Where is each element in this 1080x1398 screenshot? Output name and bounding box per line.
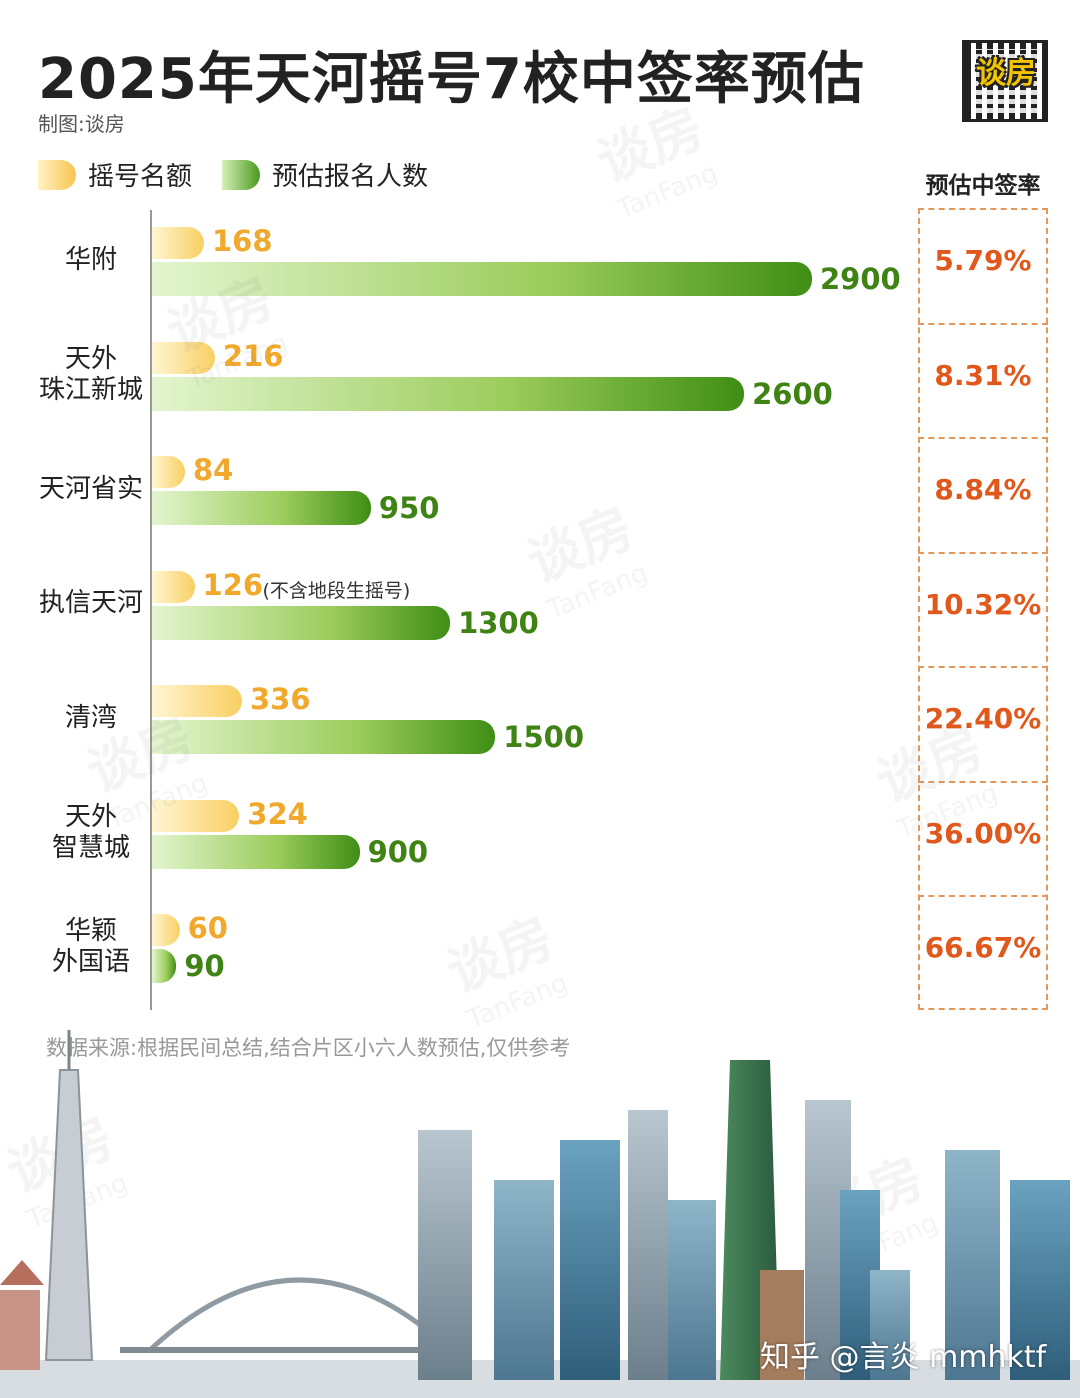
- bar-applicants: [152, 834, 360, 869]
- bar-applicants: [152, 376, 745, 411]
- chart-title: 2025年天河摇号7校中签率预估: [38, 47, 865, 112]
- bar-applicants-value: 2600: [752, 376, 833, 411]
- bar-quota-value: 216: [222, 338, 284, 373]
- legend-item-quota: 摇号名额: [38, 156, 192, 193]
- bar-quota-value: 84: [193, 453, 234, 487]
- category-label-line: 外国语: [51, 947, 130, 977]
- qr-code-icon[interactable]: [962, 40, 1048, 122]
- bar-quota-value: 324: [247, 796, 308, 831]
- category-label-line: 执信天河: [38, 588, 143, 618]
- chart-credit: 制图:谈房: [38, 112, 125, 136]
- category-label-line: 智慧城: [51, 832, 130, 863]
- zhihu-watermark: 知乎 @言炎 mmhktf: [760, 1340, 1047, 1375]
- bar-quota: [152, 914, 180, 946]
- category-label: 清湾: [20, 703, 162, 734]
- rate-divider: [918, 666, 1048, 668]
- rate-value: 5.79%: [934, 244, 1032, 277]
- rate-value: 22.40%: [924, 702, 1042, 735]
- bar-applicants: [152, 605, 451, 640]
- bar-quota-value: 168: [212, 224, 273, 258]
- brand-logo: 谈房: [976, 56, 1036, 91]
- y-axis-line: [150, 210, 152, 1010]
- bar-applicants: [152, 720, 496, 754]
- legend: 摇号名额 预估报名人数: [38, 156, 458, 193]
- bar-applicants-value: 900: [367, 834, 429, 869]
- legend-label-quota: 摇号名额: [88, 162, 193, 192]
- legend-swatch-quota: [38, 159, 76, 190]
- category-label-line: 华附: [64, 244, 117, 275]
- rate-divider: [918, 895, 1048, 897]
- legend-item-applicants: 预估报名人数: [222, 156, 428, 193]
- legend-label-applicants: 预估报名人数: [272, 162, 429, 192]
- bar-applicants: [152, 262, 812, 296]
- bar-quota-value: 126: [202, 567, 264, 602]
- category-label: 天外 珠江新城: [20, 344, 162, 406]
- bar-quota: [152, 227, 204, 259]
- bar-applicants-value: 2900: [820, 262, 901, 296]
- category-label-line: 华颖: [64, 916, 117, 946]
- category-label: 天外 智慧城: [20, 802, 162, 864]
- bar-quota: [152, 341, 215, 374]
- category-label: 华附: [20, 245, 162, 276]
- rate-panel: [918, 208, 1048, 1010]
- rate-divider: [918, 780, 1048, 783]
- category-label: 执信天河: [20, 588, 162, 619]
- rate-divider: [918, 322, 1048, 325]
- bar-applicants-value: 950: [378, 491, 440, 525]
- rate-divider: [918, 551, 1048, 554]
- rate-column-header: 预估中签率: [925, 173, 1041, 199]
- bar-note: (不含地段生摇号): [262, 579, 411, 602]
- category-label: 华颖 外国语: [20, 916, 162, 978]
- rate-value: 66.67%: [924, 931, 1042, 964]
- category-label-line: 清湾: [64, 702, 117, 733]
- bar-quota: [152, 570, 195, 603]
- rate-value: 36.00%: [924, 816, 1042, 850]
- city-skyline-illustration: [0, 1030, 1080, 1398]
- bar-applicants: [152, 949, 177, 983]
- rate-value: 8.31%: [934, 358, 1032, 392]
- category-label-line: 天外: [64, 801, 117, 832]
- category-label-line: 珠江新城: [38, 374, 143, 405]
- bar-quota-value: 60: [187, 911, 228, 945]
- bar-quota: [152, 456, 185, 488]
- bar-quota-value: 336: [250, 682, 311, 716]
- bar-applicants-value: 1500: [503, 720, 585, 754]
- bar-quota: [152, 685, 242, 717]
- rate-divider: [918, 437, 1048, 439]
- category-label-line: 天河省实: [38, 473, 143, 504]
- category-label: 天河省实: [20, 474, 162, 505]
- rate-value: 8.84%: [934, 473, 1032, 506]
- bar-quota: [152, 799, 240, 832]
- bar-applicants-value: 90: [184, 949, 225, 983]
- data-source-note: 数据来源:根据民间总结,结合片区小六人数预估,仅供参考: [46, 1036, 571, 1060]
- bar-applicants-value: 1300: [458, 605, 539, 640]
- legend-swatch-applicants: [222, 159, 261, 190]
- rate-value: 10.32%: [924, 587, 1042, 621]
- category-label-line: 天外: [64, 343, 117, 374]
- bar-applicants: [152, 491, 371, 525]
